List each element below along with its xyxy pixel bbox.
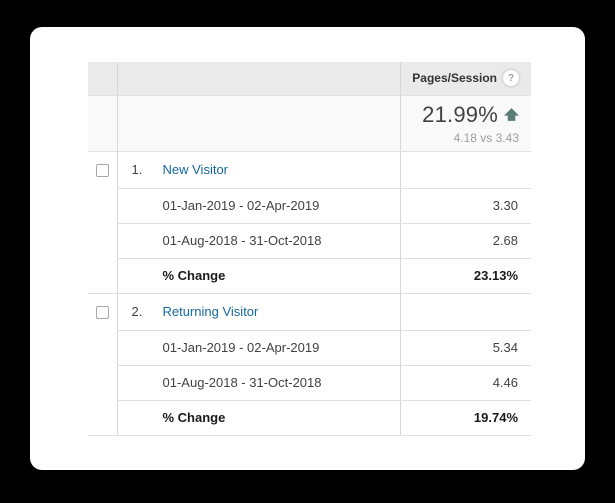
empty-metric-cell bbox=[399, 293, 531, 331]
arrow-up-icon bbox=[504, 108, 519, 121]
metric-value: 5.34 bbox=[399, 330, 531, 366]
table-header-row: Pages/Session ? bbox=[88, 62, 531, 96]
period-row: 01-Aug-2018 - 31-Oct-2018 4.46 bbox=[88, 365, 531, 401]
percent-change-value: 23.13% bbox=[399, 258, 531, 294]
row-checkbox[interactable] bbox=[95, 305, 109, 319]
date-range-label: 01-Aug-2018 - 31-Oct-2018 bbox=[116, 365, 400, 401]
summary-row: 21.99% 4.18 vs 3.43 bbox=[88, 95, 531, 152]
percent-change-label: % Change bbox=[116, 258, 400, 294]
row-index: 1. bbox=[131, 162, 143, 177]
metric-value: 3.30 bbox=[399, 188, 531, 224]
metric-header-label: Pages/Session bbox=[412, 71, 497, 86]
help-icon[interactable]: ? bbox=[503, 70, 519, 87]
dimension-link-new-visitor[interactable]: New Visitor bbox=[162, 162, 229, 177]
dimension-link-returning-visitor[interactable]: Returning Visitor bbox=[162, 304, 259, 319]
metric-value: 2.68 bbox=[399, 223, 531, 259]
period-row: 01-Jan-2019 - 02-Apr-2019 3.30 bbox=[88, 188, 531, 224]
dimension-cell: 1. New Visitor bbox=[116, 151, 400, 189]
percent-change-label: % Change bbox=[116, 400, 400, 436]
row-checkbox-cell bbox=[88, 293, 117, 436]
comparison-table: Pages/Session ? 21.99% 4.18 vs 3 bbox=[88, 62, 531, 436]
date-range-label: 01-Jan-2019 - 02-Apr-2019 bbox=[116, 188, 400, 224]
report-card: Pages/Session ? 21.99% 4.18 vs 3 bbox=[30, 27, 585, 470]
dimension-cell: 2. Returning Visitor bbox=[116, 293, 400, 331]
summary-checkbox-spacer bbox=[88, 95, 117, 152]
date-range-label: 01-Aug-2018 - 31-Oct-2018 bbox=[116, 223, 400, 259]
period-row: 01-Aug-2018 - 31-Oct-2018 2.68 bbox=[88, 223, 531, 259]
summary-comparison-values: 4.18 vs 3.43 bbox=[453, 130, 519, 145]
row-checkbox[interactable] bbox=[95, 163, 109, 177]
empty-metric-cell bbox=[399, 151, 531, 189]
date-range-label: 01-Jan-2019 - 02-Apr-2019 bbox=[116, 330, 400, 366]
row-index: 2. bbox=[131, 304, 143, 319]
percent-change-row: % Change 19.74% bbox=[88, 400, 531, 436]
percent-change-row: % Change 23.13% bbox=[88, 258, 531, 294]
metric-value: 4.46 bbox=[399, 365, 531, 401]
header-dimension-spacer bbox=[116, 62, 400, 96]
metric-column-header: Pages/Session ? bbox=[399, 62, 531, 96]
summary-percent-change: 21.99% bbox=[422, 101, 498, 127]
table-row: 2. Returning Visitor bbox=[88, 293, 531, 436]
percent-change-value: 19.74% bbox=[399, 400, 531, 436]
row-checkbox-cell bbox=[88, 151, 117, 294]
period-row: 01-Jan-2019 - 02-Apr-2019 5.34 bbox=[88, 330, 531, 366]
summary-dimension-spacer bbox=[116, 95, 400, 152]
summary-metric-cell: 21.99% 4.18 vs 3.43 bbox=[399, 95, 531, 152]
header-checkbox-spacer bbox=[88, 62, 117, 96]
table-row: 1. New Visitor bbox=[88, 151, 531, 294]
